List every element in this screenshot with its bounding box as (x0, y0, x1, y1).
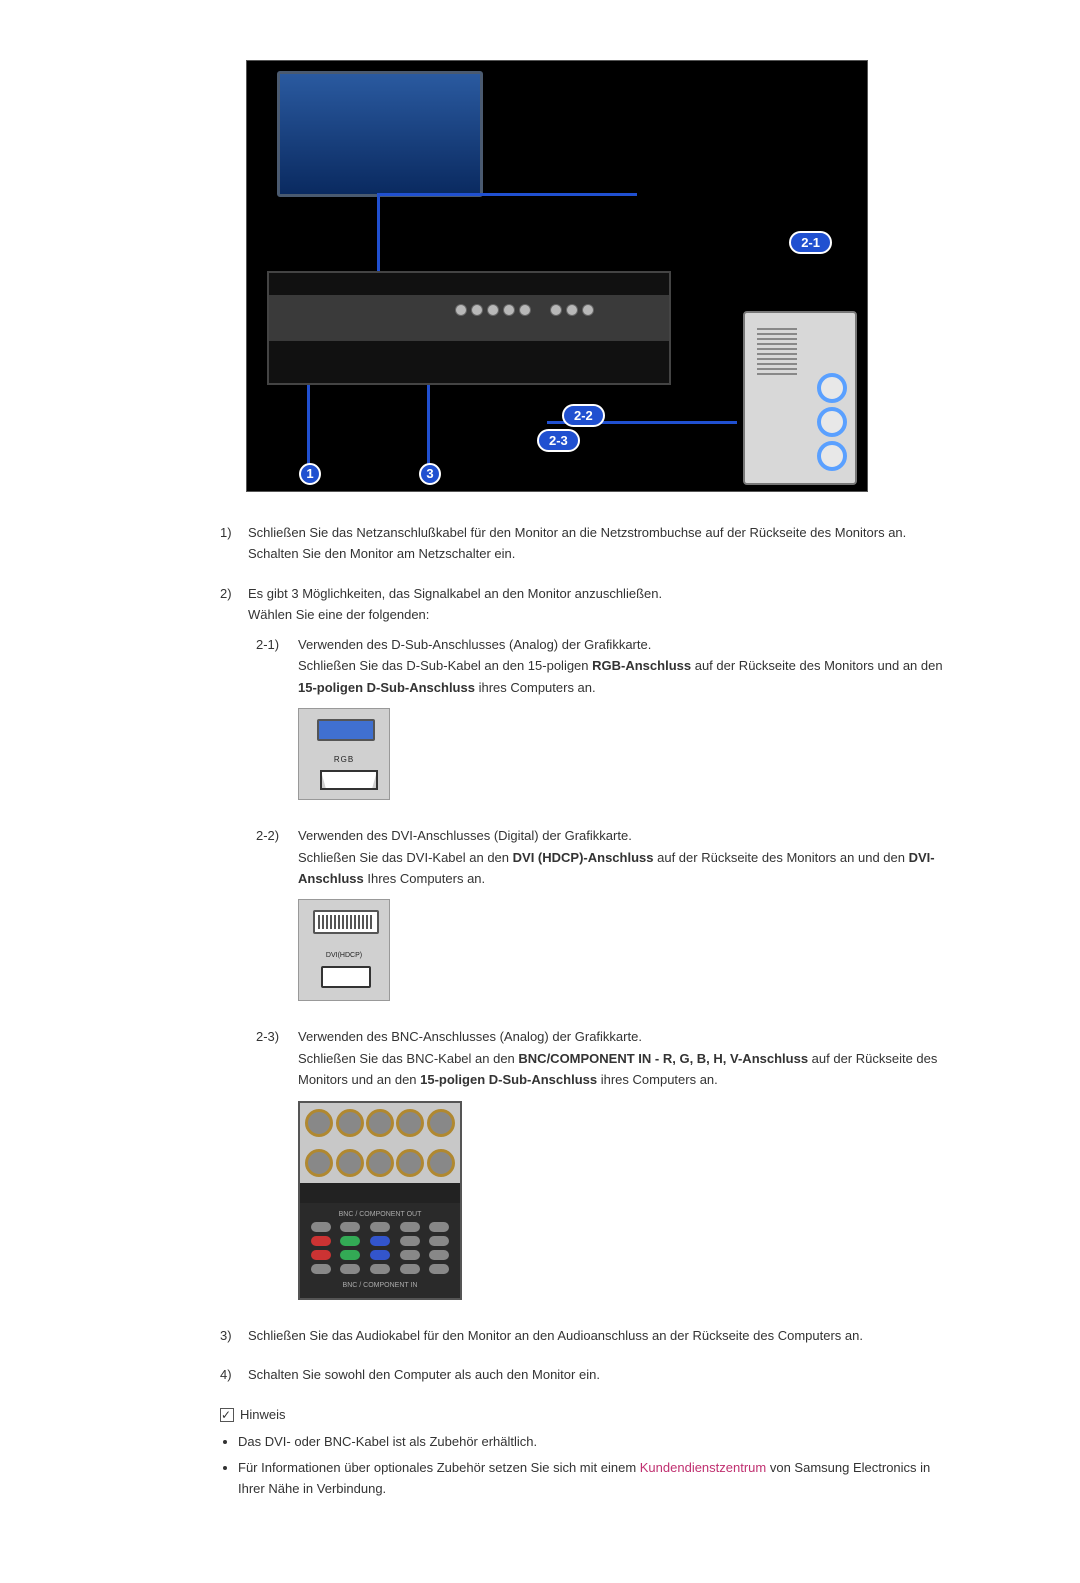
substep-number: 2-2) (256, 825, 298, 889)
step-number: 4) (220, 1364, 248, 1385)
hint-block: Hinweis Das DVI- oder BNC-Kabel ist als … (220, 1404, 960, 1500)
substep-2-2: 2-2) Verwenden des DVI-Anschlusses (Digi… (256, 825, 960, 1001)
bnc-pill-row-1 (306, 1222, 454, 1232)
step-text: Schließen Sie das Audiokabel für den Mon… (248, 1325, 863, 1346)
callout-label: 3 (419, 463, 441, 485)
instruction-list: 1) Schließen Sie das Netzanschlußkabel f… (220, 522, 960, 1499)
step-number: 1) (220, 522, 248, 565)
step-4: 4) Schalten Sie sowohl den Computer als … (220, 1364, 960, 1385)
callout-label: 2-1 (789, 231, 832, 254)
callout-label: 2-3 (537, 429, 580, 452)
step-number: 2) (220, 583, 248, 626)
document-page: 2-1 2-2 2-3 1 3 1) Sc (0, 0, 1080, 1583)
substep-2-1: 2-1) Verwenden des D-Sub-Anschlusses (An… (256, 634, 960, 800)
pc-tower-illustration (743, 311, 857, 485)
step-text: Es gibt 3 Möglichkeiten, das Signalkabel… (248, 583, 662, 626)
hint-bullet: Das DVI- oder BNC-Kabel ist als Zubehör … (238, 1431, 960, 1452)
bnc-pill-row-4 (306, 1264, 454, 1274)
hint-label: Hinweis (240, 1407, 286, 1422)
checkbox-icon (220, 1408, 234, 1422)
step-number: 3) (220, 1325, 248, 1346)
substep-text: Verwenden des DVI-Anschlusses (Digital) … (298, 825, 960, 889)
step-text: Schalten Sie sowohl den Computer als auc… (248, 1364, 600, 1385)
bnc-pill-row-2 (306, 1236, 454, 1246)
step-1: 1) Schließen Sie das Netzanschlußkabel f… (220, 522, 960, 565)
hint-bullets: Das DVI- oder BNC-Kabel ist als Zubehör … (220, 1431, 960, 1499)
service-center-link[interactable]: Kundendienstzentrum (640, 1460, 766, 1475)
diagram-arrow (377, 193, 637, 196)
rgb-connector-illustration: RGB (298, 708, 390, 800)
diagram-arrow (307, 381, 310, 471)
substep-number: 2-3) (256, 1026, 298, 1090)
diagram-arrow (427, 381, 430, 471)
substep-text: Verwenden des BNC-Anschlusses (Analog) d… (298, 1026, 960, 1090)
dvi-connector-illustration: DVI(HDCP) (298, 899, 390, 1001)
bnc-connector-illustration: BNC / COMPONENT OUT BNC / COMPONENT IN (298, 1101, 462, 1300)
step-3: 3) Schließen Sie das Audiokabel für den … (220, 1325, 960, 1346)
bnc-pill-row-3 (306, 1250, 454, 1260)
monitor-front-illustration (277, 71, 483, 197)
step-text: Schließen Sie das Netzanschlußkabel für … (248, 522, 906, 565)
substep-text: Verwenden des D-Sub-Anschlusses (Analog)… (298, 634, 960, 698)
monitor-back-panel-illustration (267, 271, 671, 385)
connection-diagram: 2-1 2-2 2-3 1 3 (246, 60, 868, 492)
step-2: 2) Es gibt 3 Möglichkeiten, das Signalka… (220, 583, 960, 626)
diagram-arrow (377, 193, 380, 273)
substep-number: 2-1) (256, 634, 298, 698)
callout-label: 2-2 (562, 404, 605, 427)
callout-label: 1 (299, 463, 321, 485)
hint-bullet: Für Informationen über optionales Zubehö… (238, 1457, 960, 1500)
substep-2-3: 2-3) Verwenden des BNC-Anschlusses (Anal… (256, 1026, 960, 1299)
